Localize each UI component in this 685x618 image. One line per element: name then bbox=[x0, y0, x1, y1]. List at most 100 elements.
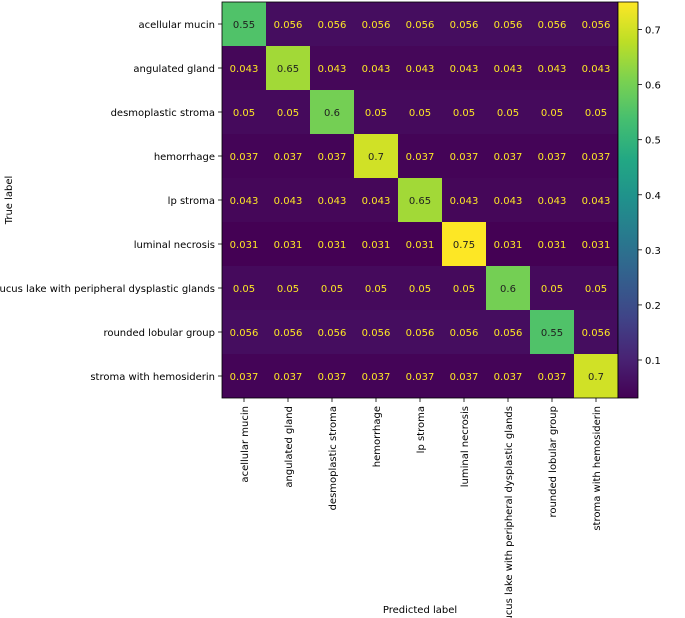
heatmap-cell bbox=[222, 46, 266, 90]
heatmap-cell bbox=[574, 178, 618, 222]
x-tick-label: acellular mucin bbox=[240, 406, 251, 483]
heatmap-cell bbox=[486, 2, 530, 46]
heatmap-cell bbox=[354, 310, 398, 354]
y-tick-label: stroma with hemosiderin bbox=[90, 372, 215, 383]
heatmap-cell bbox=[354, 178, 398, 222]
heatmap-cell bbox=[310, 134, 354, 178]
cell-value-label: 0.05 bbox=[585, 284, 607, 295]
y-tick-label: rounded lobular group bbox=[103, 328, 215, 339]
heatmap-cell bbox=[442, 90, 486, 134]
colorbar-tick-label: 0.4 bbox=[645, 191, 661, 202]
x-tick-label: mucus lake with peripheral dysplastic gl… bbox=[504, 406, 515, 618]
heatmap-cell bbox=[442, 178, 486, 222]
cell-value-label: 0.05 bbox=[453, 108, 475, 119]
cell-value-label: 0.043 bbox=[230, 196, 259, 207]
heatmap-cell bbox=[222, 134, 266, 178]
colorbar-gradient bbox=[617, 1, 639, 399]
heatmap-cell bbox=[574, 222, 618, 266]
heatmap-cell bbox=[310, 90, 354, 134]
heatmap-cell bbox=[530, 46, 574, 90]
cell-value-label: 0.056 bbox=[318, 20, 347, 31]
cell-value-label: 0.043 bbox=[450, 64, 479, 75]
cell-value-label: 0.031 bbox=[318, 240, 347, 251]
cell-value-label: 0.037 bbox=[318, 372, 347, 383]
cell-value-label: 0.7 bbox=[588, 372, 604, 383]
heatmap-cell bbox=[266, 2, 310, 46]
heatmap-cell bbox=[574, 2, 618, 46]
cell-value-label: 0.05 bbox=[409, 284, 431, 295]
cell-value-label: 0.056 bbox=[318, 328, 347, 339]
cell-value-label: 0.05 bbox=[497, 108, 519, 119]
cell-value-label: 0.037 bbox=[450, 152, 479, 163]
cell-value-label: 0.043 bbox=[450, 196, 479, 207]
cell-value-label: 0.037 bbox=[274, 372, 303, 383]
heatmap-cell bbox=[486, 134, 530, 178]
x-tick-label: stroma with hemosiderin bbox=[592, 406, 603, 531]
cell-value-label: 0.037 bbox=[582, 152, 611, 163]
heatmap-cell bbox=[398, 46, 442, 90]
y-tick-label: angulated gland bbox=[133, 64, 215, 75]
heatmap-cell bbox=[530, 178, 574, 222]
colorbar-tick-label: 0.7 bbox=[645, 26, 661, 37]
heatmap-cell bbox=[222, 266, 266, 310]
cell-value-label: 0.037 bbox=[494, 152, 523, 163]
cell-value-label: 0.056 bbox=[362, 20, 391, 31]
heatmap-cell bbox=[486, 266, 530, 310]
cell-value-label: 0.056 bbox=[406, 20, 435, 31]
cell-value-label: 0.043 bbox=[494, 64, 523, 75]
colorbar-tick-label: 0.5 bbox=[645, 136, 661, 147]
cell-value-label: 0.037 bbox=[274, 152, 303, 163]
cell-value-label: 0.056 bbox=[450, 20, 479, 31]
heatmap-cell bbox=[266, 90, 310, 134]
colorbar: 0.1 0.2 0.3 0.4 0.5 0.6 0.7 bbox=[617, 1, 661, 399]
heatmap-cell bbox=[222, 222, 266, 266]
heatmap-cell bbox=[530, 134, 574, 178]
heatmap-cell bbox=[486, 46, 530, 90]
cell-value-label: 0.031 bbox=[582, 240, 611, 251]
cell-value-label: 0.037 bbox=[318, 152, 347, 163]
cell-value-label: 0.7 bbox=[368, 152, 384, 163]
heatmap-cell bbox=[222, 90, 266, 134]
heatmap-cell bbox=[574, 310, 618, 354]
cell-value-label: 0.05 bbox=[233, 284, 255, 295]
cell-value-label: 0.056 bbox=[450, 328, 479, 339]
heatmap-cell bbox=[442, 46, 486, 90]
heatmap-cell bbox=[574, 266, 618, 310]
heatmap-cell bbox=[530, 266, 574, 310]
cell-value-label: 0.55 bbox=[541, 328, 563, 339]
cell-value-label: 0.043 bbox=[494, 196, 523, 207]
cell-value-label: 0.043 bbox=[582, 196, 611, 207]
heatmap-cell bbox=[354, 2, 398, 46]
colorbar-tick-label: 0.1 bbox=[645, 356, 661, 367]
heatmap-cell bbox=[398, 310, 442, 354]
heatmap-cell bbox=[310, 46, 354, 90]
heatmap-cell bbox=[222, 178, 266, 222]
cell-value-label: 0.043 bbox=[318, 64, 347, 75]
cell-value-label: 0.031 bbox=[230, 240, 259, 251]
cell-value-label: 0.043 bbox=[538, 196, 567, 207]
cell-value-label: 0.05 bbox=[365, 284, 387, 295]
cell-value-label: 0.043 bbox=[318, 196, 347, 207]
cell-value-label: 0.043 bbox=[362, 64, 391, 75]
heatmap-cell bbox=[266, 266, 310, 310]
cell-value-label: 0.037 bbox=[362, 372, 391, 383]
cell-value-label: 0.6 bbox=[324, 108, 340, 119]
heatmap-cell bbox=[354, 222, 398, 266]
cell-value-label: 0.05 bbox=[277, 284, 299, 295]
heatmap-cell bbox=[266, 178, 310, 222]
cell-value-label: 0.056 bbox=[538, 20, 567, 31]
y-tick-label: hemorrhage bbox=[154, 152, 215, 163]
heatmap-cell bbox=[310, 310, 354, 354]
cell-value-label: 0.056 bbox=[582, 328, 611, 339]
heatmap-cell bbox=[310, 266, 354, 310]
cell-value-label: 0.043 bbox=[538, 64, 567, 75]
heatmap-cell bbox=[354, 266, 398, 310]
heatmap-cell bbox=[354, 354, 398, 398]
x-tick-label: desmoplastic stroma bbox=[328, 406, 339, 510]
cell-value-label: 0.75 bbox=[453, 240, 475, 251]
heatmap-cell bbox=[398, 90, 442, 134]
heatmap-cell bbox=[574, 134, 618, 178]
cell-value-label: 0.05 bbox=[365, 108, 387, 119]
heatmap-cell bbox=[486, 178, 530, 222]
